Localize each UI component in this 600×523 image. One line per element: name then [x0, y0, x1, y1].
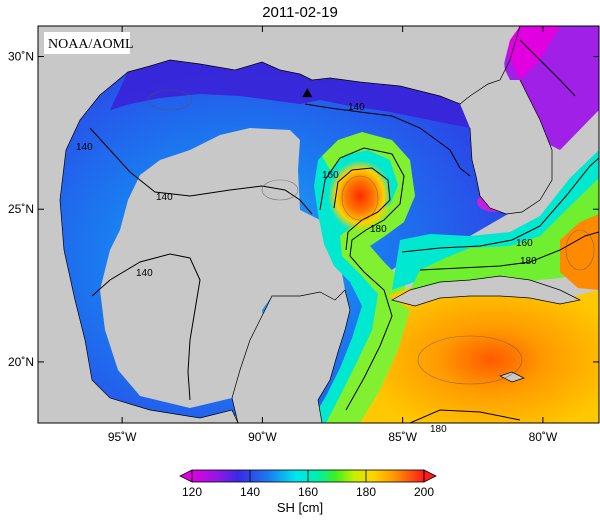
florida-peninsula [470, 80, 552, 214]
lon-tick-label: 95˚W [108, 430, 137, 444]
minor-contours [147, 89, 595, 385]
contour-label: 140 [156, 192, 173, 203]
contour-label: 180 [520, 256, 537, 267]
contour-180-south [409, 409, 521, 423]
watermark-box [44, 32, 130, 54]
map-title: 2011-02-19 [262, 4, 338, 21]
jamaica [500, 372, 524, 382]
contour-160-atl [401, 157, 599, 253]
contour-label: 140 [76, 142, 93, 153]
us-gulf-coast [38, 26, 520, 423]
lat-tick-label: 20˚N [8, 355, 34, 369]
lat-tick-label: 25˚N [8, 202, 34, 216]
contour-label: 180 [430, 424, 447, 435]
caribbean-warm [360, 282, 599, 423]
atlantic-ne-magenta [508, 26, 560, 80]
lat-ticks: 20˚N 25˚N 30˚N [8, 50, 599, 369]
atlantic-green [410, 178, 599, 290]
contour-label: 140 [136, 268, 153, 279]
lon-tick-label: 85˚W [388, 430, 417, 444]
colorbar-max-arrow-icon [423, 469, 437, 483]
contour-140-ne [519, 39, 576, 97]
colorbar-tick-label: 140 [240, 485, 260, 499]
contour-label: 160 [322, 170, 339, 181]
map-frame [37, 25, 600, 424]
colorbar-min-arrow-icon [179, 469, 193, 483]
lon-ticks: 95˚W 90˚W 85˚W 80˚W [108, 26, 558, 444]
contour-label: 160 [516, 238, 533, 249]
lon-tick-label: 90˚W [248, 430, 277, 444]
colorbar: 120 140 160 180 200 [179, 469, 437, 499]
contour-label: 180 [370, 224, 387, 235]
contour-label: 140 [348, 102, 365, 113]
colorbar-tick-label: 120 [182, 485, 202, 499]
colorbar-ticks: 120 140 160 180 200 [182, 470, 434, 499]
coastlines [59, 26, 582, 423]
colorbar-tick-label: 160 [298, 485, 318, 499]
warm-eddy [328, 160, 392, 232]
contour-180-atl [419, 231, 599, 271]
yucatan-peninsula [232, 290, 350, 423]
contour-140-b [304, 103, 471, 177]
colorbar-tick-label: 180 [356, 485, 376, 499]
gulf-north-band [110, 60, 470, 128]
colorbar-tick-label: 200 [414, 485, 434, 499]
loop-current-yellowgreen [322, 132, 415, 423]
contour-labels: 140 140 140 160 180 160 180 180 140 [76, 102, 537, 435]
bahamas-warm [560, 214, 599, 290]
contour-lines [89, 39, 599, 423]
watermark: NOAA/AOML [48, 37, 134, 52]
contour-140-a [89, 127, 313, 215]
contour-180-eddy [333, 167, 391, 251]
lon-tick-label: 80˚W [529, 430, 558, 444]
contour-160 [319, 147, 405, 411]
lat-tick-label: 30˚N [8, 50, 34, 64]
marker-triangle-icon [302, 88, 313, 98]
bahamas-island [520, 180, 530, 196]
colorbar-title: SH [cm] [276, 500, 324, 515]
contour-140-c [91, 253, 201, 401]
